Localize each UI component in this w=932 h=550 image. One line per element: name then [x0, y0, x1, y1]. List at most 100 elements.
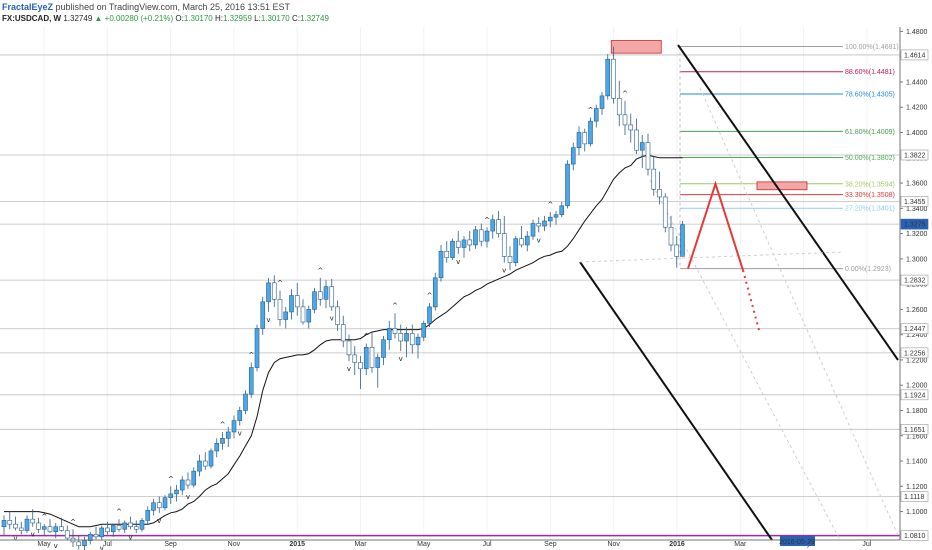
candle-body [490, 219, 496, 232]
fractal-high-mark: ^ [168, 475, 174, 483]
candle-body [392, 328, 398, 334]
fractal-low-mark: v [502, 267, 506, 275]
price-label-box [900, 274, 929, 286]
x-tick-label: Jul [862, 541, 871, 548]
channel-lower-line [579, 261, 773, 541]
fractal-high-mark: ^ [547, 201, 553, 209]
candle-body [565, 163, 570, 207]
candle-body [59, 526, 64, 531]
fib-level-label: 38.20%(1.3594) [845, 181, 895, 188]
candle-body [421, 323, 427, 338]
candle-body [478, 229, 484, 242]
candle-body [260, 301, 266, 329]
candle-body [507, 256, 513, 263]
candle-body [409, 333, 415, 346]
candle-body [645, 142, 651, 170]
low-label: L: [254, 14, 261, 23]
candle-body [162, 497, 168, 509]
candle-body [553, 214, 559, 218]
candle-body [473, 229, 478, 246]
candle-body [674, 244, 680, 257]
price-label: 1.1651 [904, 427, 926, 434]
x-highlight-label: 2016-05-29 [779, 539, 815, 546]
fractal-high-mark: ^ [588, 106, 594, 114]
price-label-box [900, 389, 929, 401]
price-label: 1.1924 [904, 392, 926, 399]
fib-level-label: 0.00%(1.2923) [845, 266, 891, 273]
x-tick-label: May [417, 541, 431, 548]
candle-body [24, 518, 30, 531]
candle-body [1, 520, 7, 528]
x-tick-label: 2016 [669, 541, 685, 548]
y-tick-label: 1.3000 [906, 256, 928, 263]
x-tick-label: Jul [103, 541, 112, 548]
candle-body [593, 108, 599, 122]
price-label: 1.3275 [904, 222, 926, 229]
low-value: 1.30170 [260, 14, 290, 23]
candle-body [530, 223, 536, 237]
fractal-high-mark: ^ [622, 90, 628, 98]
candle-body [93, 534, 99, 538]
fractal-high-mark: ^ [70, 518, 76, 526]
candle-body [13, 523, 18, 529]
last-price: 1.32749 [63, 14, 93, 23]
candle-body [588, 120, 593, 145]
candle-body [375, 357, 381, 368]
horizontal-lines [0, 54, 900, 537]
candle-body [243, 393, 248, 411]
candle-body [306, 309, 312, 323]
y-tick-label: 1.3200 [906, 231, 928, 238]
open-label: O: [175, 14, 184, 23]
candle-body [329, 286, 335, 308]
y-tick-label: 1.1400 [906, 459, 928, 466]
fractal-low-mark: v [31, 531, 35, 539]
projection[interactable] [687, 180, 761, 333]
candle-body [64, 530, 70, 539]
candle-body [467, 239, 473, 246]
projection-path [687, 180, 744, 271]
x-tick-label: May [37, 541, 51, 548]
fractal-low-mark: v [347, 365, 351, 373]
x-tick-label: Nov [228, 541, 241, 548]
y-tick-label: 1.2400 [906, 332, 928, 339]
candle-body [501, 233, 507, 257]
y-tick-label: 1.1600 [906, 433, 928, 440]
fractal-high-mark: ^ [41, 513, 47, 521]
x-tick-label: Mar [734, 541, 747, 548]
candle-body [358, 362, 363, 370]
candle-body [547, 216, 553, 222]
candle-body [220, 437, 225, 444]
candle-body [145, 510, 151, 521]
candle-body [110, 525, 116, 533]
candle-body [628, 124, 634, 131]
time-axis[interactable]: MayJulSepNov2015MarMayJulSepNov2016MarMa… [0, 536, 900, 548]
price-label-box [900, 347, 929, 359]
candle-body [289, 295, 294, 313]
y-tick-label: 1.2000 [906, 383, 928, 390]
y-tick-label: 1.1000 [906, 509, 928, 516]
price-label: 1.2832 [904, 278, 926, 285]
candle-body [484, 230, 490, 242]
price-axis[interactable]: 1.48001.46001.44001.42001.40001.38001.36… [899, 27, 929, 541]
candle-body [639, 142, 645, 151]
fractal-low-mark: v [399, 355, 403, 363]
author-link[interactable]: FractalEyeZ [2, 2, 54, 12]
candle-body [570, 147, 576, 165]
candle-body [277, 298, 283, 320]
candle-body [427, 306, 432, 324]
symbol-name[interactable]: FX:USDCAD, W [2, 14, 62, 23]
candle-body [128, 522, 133, 528]
candle-body [662, 196, 668, 228]
y-tick-label: 1.4000 [906, 130, 928, 137]
candle-body [300, 306, 306, 323]
candle-body [47, 526, 53, 533]
price-label: 1.0810 [904, 533, 926, 540]
candle-body [231, 420, 237, 433]
fractal-low-mark: v [456, 258, 460, 266]
candle-body [680, 224, 685, 257]
fib-retracement[interactable]: 100.00%(1.4681) 88.60%(1.4481) 78.60%(1.43… [610, 40, 899, 274]
fractal-high-mark: ^ [248, 351, 254, 359]
fractal-low-mark: v [537, 236, 541, 244]
